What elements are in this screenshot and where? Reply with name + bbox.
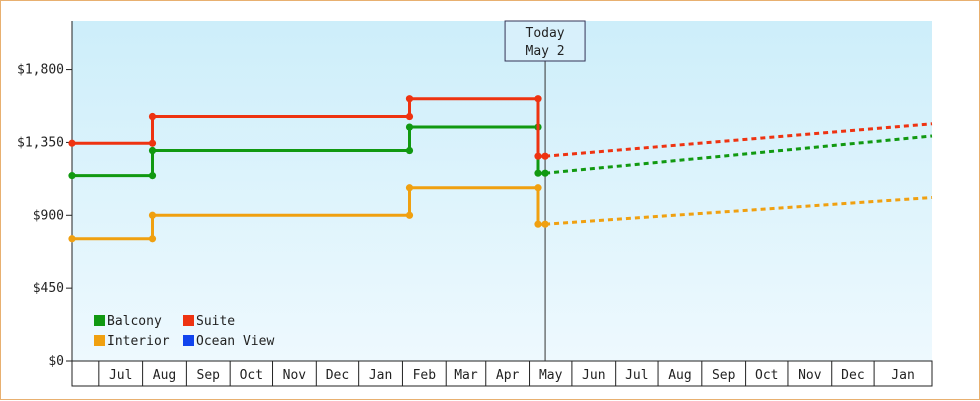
x-tick-label: Dec: [326, 368, 349, 383]
legend-swatch: [183, 315, 194, 326]
today-label: Today: [526, 26, 565, 41]
legend-label: Suite: [196, 314, 235, 329]
forecast-line: [544, 122, 933, 158]
data-point: [68, 172, 76, 180]
data-point: [541, 169, 549, 177]
y-tick-label: $1,350: [17, 135, 64, 150]
x-tick-label: Sep: [197, 368, 221, 383]
plot-background: [72, 21, 932, 361]
y-tick-label: $0: [48, 354, 64, 369]
data-point: [534, 169, 542, 177]
x-tick-label: Jul: [625, 368, 648, 383]
series-line: [72, 186, 546, 241]
data-point: [148, 235, 157, 243]
x-tick-label: Sep: [712, 368, 736, 383]
forecast-line: [544, 134, 933, 175]
data-point: [405, 146, 414, 155]
legend-swatch: [183, 335, 194, 346]
today-date-label: May 2: [526, 44, 565, 59]
data-point: [534, 152, 542, 160]
x-tick-label: Oct: [240, 368, 263, 383]
x-tick-label: Jun: [582, 368, 605, 383]
x-tick-label: Jan: [891, 368, 914, 383]
x-tick-label: Nov: [798, 368, 822, 383]
x-tick-label: Mar: [454, 368, 478, 383]
x-tick-label: Feb: [413, 368, 437, 383]
data-point: [534, 95, 542, 103]
data-point: [534, 184, 542, 192]
x-tick-label: Jan: [369, 368, 392, 383]
legend-swatch: [94, 315, 105, 326]
data-point: [148, 211, 157, 219]
data-point: [405, 112, 414, 121]
data-point: [68, 235, 76, 243]
data-point: [405, 184, 414, 192]
x-tick-label: Aug: [668, 368, 691, 383]
data-point: [68, 139, 76, 147]
data-point: [541, 220, 549, 228]
data-point: [405, 95, 414, 103]
data-point: [148, 172, 157, 180]
x-tick-label: Jul: [109, 368, 132, 383]
y-tick-label: $900: [33, 208, 64, 223]
x-tick-label: May: [539, 368, 563, 383]
x-axis-band: [71, 360, 933, 387]
x-tick-label: Apr: [496, 368, 520, 383]
x-tick-label: Aug: [153, 368, 176, 383]
data-point: [148, 112, 157, 121]
data-point: [148, 146, 157, 155]
y-tick-label: $1,800: [17, 63, 64, 78]
data-point: [405, 123, 414, 131]
series-line: [72, 97, 546, 158]
x-tick-label: Dec: [841, 368, 864, 383]
legend-label: Interior: [107, 334, 170, 349]
y-tick-label: $450: [33, 281, 64, 296]
data-point: [541, 152, 549, 160]
forecast-line: [544, 196, 933, 226]
legend-label: Ocean View: [196, 334, 274, 349]
data-point: [405, 211, 414, 219]
x-tick-label: Nov: [283, 368, 307, 383]
x-tick-label: Oct: [755, 368, 778, 383]
legend-swatch: [94, 335, 105, 346]
data-point: [534, 220, 542, 228]
today-box: [504, 20, 586, 62]
series-line: [72, 125, 546, 178]
data-point: [148, 139, 157, 147]
legend-label: Balcony: [107, 314, 162, 329]
